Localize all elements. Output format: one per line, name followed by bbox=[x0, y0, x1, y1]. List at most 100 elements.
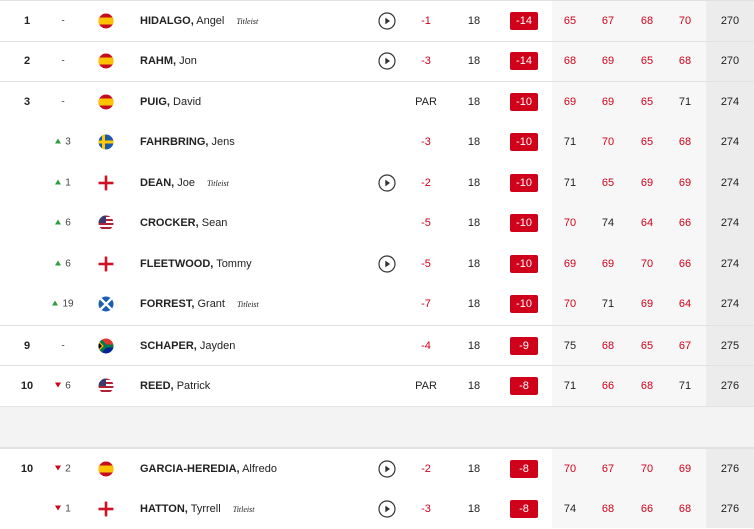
play-button[interactable] bbox=[378, 255, 396, 273]
first-name[interactable]: Alfredo bbox=[242, 462, 277, 475]
position: 10 bbox=[20, 380, 34, 393]
flag bbox=[98, 461, 114, 477]
movement: - bbox=[61, 340, 65, 352]
play-button[interactable] bbox=[378, 52, 396, 70]
leaderboard-row[interactable]: 6 FLEETWOOD, Tommy -5 18 -10 69 69 70 66 274 bbox=[0, 244, 754, 285]
total-to-par: -10 bbox=[510, 214, 538, 233]
player-name[interactable]: CROCKER, Sean bbox=[140, 217, 227, 229]
round-score: 67 bbox=[601, 462, 615, 475]
leaderboard-row[interactable]: 2 - RAHM, Jon -3 18 -14 68 69 65 68 270 bbox=[0, 40, 754, 82]
round-score: 69 bbox=[640, 298, 654, 311]
today-score: -1 bbox=[421, 14, 431, 27]
play-button[interactable] bbox=[378, 12, 396, 30]
today-score: -4 bbox=[421, 339, 431, 352]
leaderboard-row[interactable]: 1 - HIDALGO, Angel Titleist -1 18 -14 65 67 68 70 2… bbox=[0, 0, 754, 41]
movement: - bbox=[61, 55, 65, 67]
player-name[interactable]: SCHAPER, Jayden bbox=[140, 340, 235, 352]
last-name[interactable]: PUIG, bbox=[140, 95, 170, 108]
round-score: 70 bbox=[640, 257, 654, 270]
total-to-par: -14 bbox=[510, 52, 538, 71]
total-strokes: 274 bbox=[720, 95, 740, 108]
today-score: -3 bbox=[421, 502, 431, 515]
round-score: 70 bbox=[678, 14, 692, 27]
leaderboard-row[interactable]: 6 CROCKER, Sean -5 18 -10 70 74 64 66 274 bbox=[0, 203, 754, 244]
total-to-par: -10 bbox=[510, 295, 538, 314]
round-score: 64 bbox=[678, 298, 692, 311]
last-name[interactable]: GARCIA-HEREDIA, bbox=[140, 462, 240, 475]
total-strokes: 274 bbox=[720, 136, 740, 149]
thru: 18 bbox=[467, 462, 481, 475]
round-score: 68 bbox=[601, 502, 615, 515]
leaderboard-row[interactable]: 9 - SCHAPER, Jayden -4 18 -9 75 68 65 67 275 bbox=[0, 324, 754, 366]
last-name[interactable]: REED, bbox=[140, 380, 174, 393]
round-score: 65 bbox=[640, 136, 654, 149]
last-name[interactable]: HATTON, bbox=[140, 502, 188, 515]
total-to-par: -10 bbox=[510, 133, 538, 152]
round-score: 74 bbox=[563, 502, 577, 515]
last-name[interactable]: HIDALGO, bbox=[140, 14, 194, 27]
flag bbox=[98, 13, 114, 29]
total-strokes: 274 bbox=[720, 217, 740, 230]
sponsor-logo: Titleist bbox=[207, 178, 229, 188]
leaderboard-row[interactable]: 10 2 GARCIA-HEREDIA, Alfredo -2 18 -8 70 67 70 69… bbox=[0, 448, 754, 489]
movement: - bbox=[61, 96, 65, 108]
total-to-par: -9 bbox=[510, 336, 538, 355]
flag bbox=[98, 338, 114, 354]
sponsor-logo: Titleist bbox=[232, 504, 255, 514]
leaderboard-row[interactable]: 1 HATTON, Tyrrell Titleist -3 18 -8 74 68 66 68 27… bbox=[0, 489, 754, 529]
first-name[interactable]: Patrick bbox=[176, 380, 211, 393]
sponsor-logo: Titleist bbox=[236, 16, 259, 26]
first-name[interactable]: Joe bbox=[177, 176, 196, 189]
total-strokes: 270 bbox=[720, 55, 740, 68]
first-name[interactable]: Tyrrell bbox=[190, 502, 221, 515]
first-name[interactable]: Tommy bbox=[216, 257, 252, 270]
play-button[interactable] bbox=[378, 500, 396, 518]
player-name[interactable]: FAHRBRING, Jens bbox=[140, 136, 235, 148]
player-name[interactable]: PUIG, David bbox=[140, 96, 201, 108]
leaderboard-row[interactable]: 10 6 REED, Patrick PAR 18 -8 71 66 68 71 276 bbox=[0, 365, 754, 406]
leaderboard-row[interactable]: 3 - PUIG, David PAR 18 -10 69 69 65 71 274 bbox=[0, 81, 754, 122]
round-score: 68 bbox=[678, 55, 692, 68]
first-name[interactable]: Angel bbox=[196, 14, 225, 27]
player-name[interactable]: HATTON, Tyrrell Titleist bbox=[140, 503, 254, 515]
first-name[interactable]: Sean bbox=[201, 217, 228, 230]
leaderboard-row[interactable]: 1 DEAN, Joe Titleist -2 18 -10 71 65 69 69 274 bbox=[0, 162, 754, 203]
movement: 2 bbox=[44, 463, 82, 474]
flag bbox=[98, 378, 114, 394]
player-name[interactable]: GARCIA-HEREDIA, Alfredo bbox=[140, 463, 277, 475]
leaderboard-row[interactable]: 3 FAHRBRING, Jens -3 18 -10 71 70 65 68 274 bbox=[0, 122, 754, 163]
round-score: 68 bbox=[601, 339, 615, 352]
total-strokes: 274 bbox=[720, 176, 740, 189]
first-name[interactable]: David bbox=[173, 95, 202, 108]
first-name[interactable]: Grant bbox=[197, 298, 225, 311]
first-name[interactable]: Jens bbox=[211, 136, 235, 149]
player-name[interactable]: FLEETWOOD, Tommy bbox=[140, 258, 252, 270]
player-name[interactable]: HIDALGO, Angel Titleist bbox=[140, 15, 258, 27]
position: 9 bbox=[23, 339, 31, 352]
play-button[interactable] bbox=[378, 460, 396, 478]
player-name[interactable]: FORREST, Grant Titleist bbox=[140, 298, 259, 310]
last-name[interactable]: CROCKER, bbox=[140, 217, 199, 230]
position: 2 bbox=[23, 55, 31, 68]
today-score: PAR bbox=[415, 95, 437, 108]
last-name[interactable]: RAHM, bbox=[140, 55, 177, 68]
player-name[interactable]: RAHM, Jon bbox=[140, 55, 197, 67]
play-button[interactable] bbox=[378, 174, 396, 192]
flag bbox=[98, 94, 114, 110]
player-name[interactable]: DEAN, Joe Titleist bbox=[140, 177, 229, 189]
round-score: 69 bbox=[678, 176, 692, 189]
player-name[interactable]: REED, Patrick bbox=[140, 380, 210, 392]
flag bbox=[98, 256, 114, 272]
last-name[interactable]: FLEETWOOD, bbox=[140, 257, 214, 270]
last-name[interactable]: FORREST, bbox=[140, 298, 195, 311]
last-name[interactable]: SCHAPER, bbox=[140, 339, 197, 352]
thru: 18 bbox=[467, 95, 481, 108]
round-score: 66 bbox=[678, 257, 692, 270]
first-name[interactable]: Jayden bbox=[199, 339, 236, 352]
today-score: -7 bbox=[421, 298, 431, 311]
last-name[interactable]: DEAN, bbox=[140, 176, 175, 189]
first-name[interactable]: Jon bbox=[179, 55, 197, 68]
last-name[interactable]: FAHRBRING, bbox=[140, 136, 209, 149]
leaderboard-row[interactable]: 19 FORREST, Grant Titleist -7 18 -10 70 71 69 64 2… bbox=[0, 284, 754, 325]
